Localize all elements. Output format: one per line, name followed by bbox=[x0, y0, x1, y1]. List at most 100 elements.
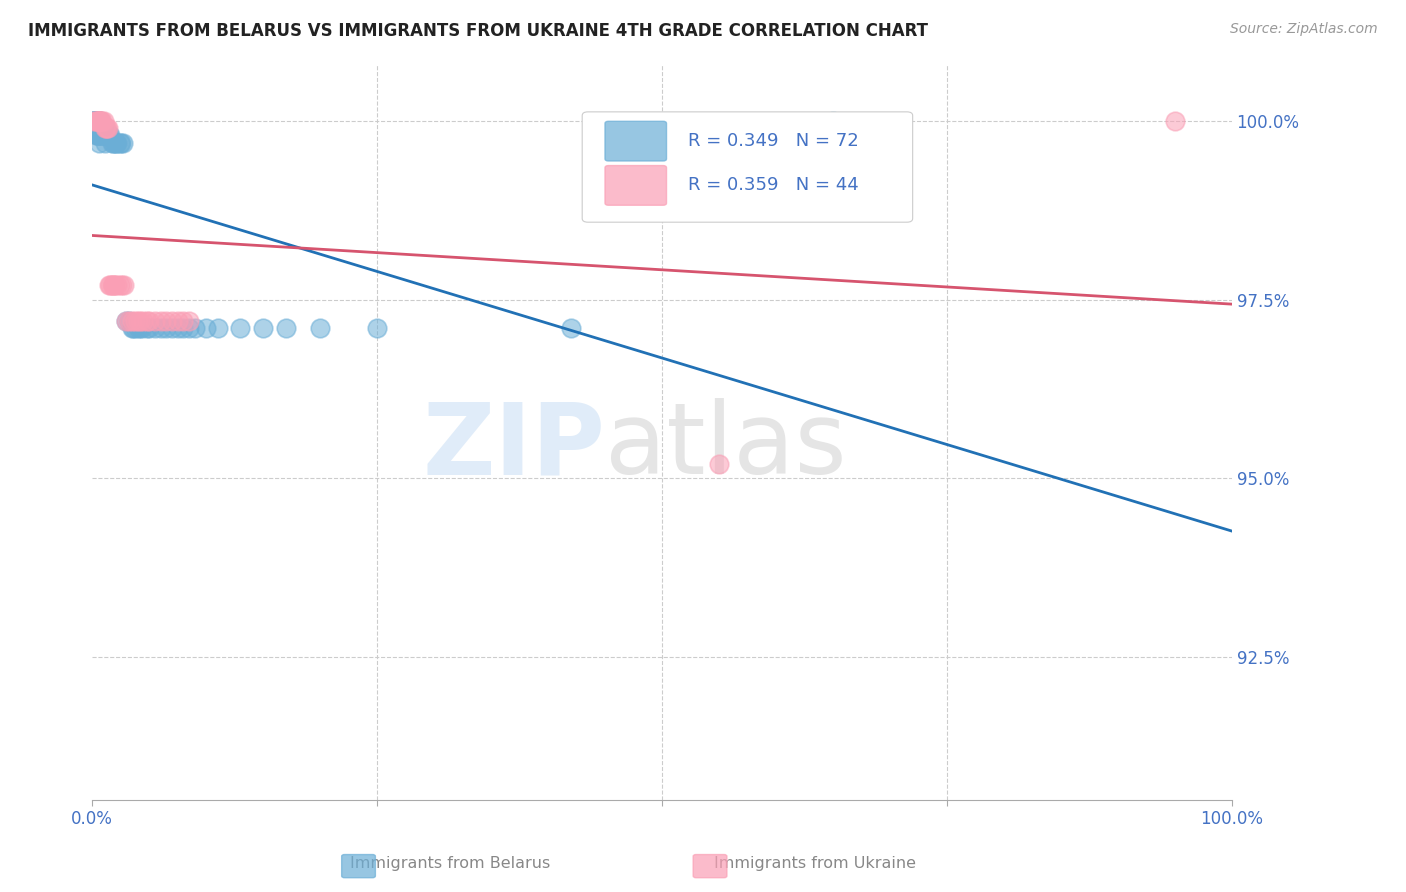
Point bbox=[155, 314, 177, 328]
Point bbox=[105, 136, 128, 150]
Point bbox=[195, 321, 218, 335]
Point bbox=[122, 321, 145, 335]
Point bbox=[129, 321, 152, 335]
Point bbox=[87, 136, 110, 150]
Point bbox=[87, 128, 110, 143]
Point bbox=[112, 278, 135, 293]
Point bbox=[89, 114, 111, 128]
Point bbox=[105, 278, 128, 293]
Point bbox=[366, 321, 388, 335]
Point bbox=[86, 114, 108, 128]
Point bbox=[87, 114, 110, 128]
Point bbox=[1164, 114, 1187, 128]
Point bbox=[83, 114, 105, 128]
Point bbox=[82, 114, 104, 128]
Point bbox=[94, 128, 117, 143]
Point bbox=[87, 114, 110, 128]
Point bbox=[90, 121, 112, 136]
Point bbox=[100, 278, 122, 293]
Point bbox=[84, 114, 107, 128]
Point bbox=[101, 278, 124, 293]
Point bbox=[115, 314, 138, 328]
Point bbox=[309, 321, 332, 335]
Point bbox=[98, 278, 121, 293]
Text: R = 0.359   N = 44: R = 0.359 N = 44 bbox=[688, 177, 859, 194]
Point bbox=[105, 136, 128, 150]
Point bbox=[127, 314, 149, 328]
FancyBboxPatch shape bbox=[605, 166, 666, 205]
Point bbox=[117, 314, 139, 328]
Point bbox=[155, 321, 177, 335]
Point bbox=[86, 114, 108, 128]
Text: ZIP: ZIP bbox=[422, 398, 605, 495]
Point bbox=[117, 314, 139, 328]
Point bbox=[91, 128, 114, 143]
Point bbox=[84, 114, 107, 128]
Point bbox=[108, 136, 131, 150]
Point bbox=[84, 128, 107, 143]
Point bbox=[100, 278, 122, 293]
Point bbox=[138, 321, 160, 335]
Point bbox=[89, 114, 111, 128]
Point bbox=[707, 457, 730, 471]
Point bbox=[87, 114, 110, 128]
Point bbox=[93, 136, 115, 150]
Point bbox=[87, 121, 110, 136]
Point bbox=[86, 114, 108, 128]
Point bbox=[124, 314, 146, 328]
Text: R = 0.349   N = 72: R = 0.349 N = 72 bbox=[688, 132, 859, 150]
Point bbox=[129, 314, 152, 328]
Point bbox=[90, 128, 112, 143]
Point bbox=[149, 321, 172, 335]
Point bbox=[172, 321, 194, 335]
Point bbox=[93, 121, 115, 136]
Text: Immigrants from Belarus: Immigrants from Belarus bbox=[350, 856, 550, 871]
Point bbox=[135, 314, 157, 328]
Point bbox=[87, 121, 110, 136]
Point bbox=[111, 136, 134, 150]
Point bbox=[91, 121, 114, 136]
Point bbox=[93, 114, 115, 128]
Point bbox=[83, 114, 105, 128]
Point bbox=[177, 314, 200, 328]
Point bbox=[96, 121, 118, 136]
Point bbox=[86, 121, 108, 136]
Point bbox=[93, 121, 115, 136]
Text: atlas: atlas bbox=[605, 398, 846, 495]
Point bbox=[97, 121, 120, 136]
Point bbox=[90, 114, 112, 128]
Point bbox=[96, 128, 118, 143]
Point bbox=[143, 314, 166, 328]
Point bbox=[89, 128, 111, 143]
Point bbox=[100, 136, 122, 150]
Point bbox=[160, 321, 183, 335]
Point bbox=[91, 114, 114, 128]
Point bbox=[252, 321, 274, 335]
Point bbox=[166, 314, 188, 328]
Point bbox=[82, 114, 104, 128]
Point bbox=[121, 314, 143, 328]
Point bbox=[104, 136, 127, 150]
Point bbox=[111, 278, 134, 293]
Point bbox=[100, 128, 122, 143]
Point bbox=[135, 321, 157, 335]
Point bbox=[84, 114, 107, 128]
Point bbox=[131, 321, 153, 335]
Text: Source: ZipAtlas.com: Source: ZipAtlas.com bbox=[1230, 22, 1378, 37]
Point bbox=[821, 114, 844, 128]
Point bbox=[87, 128, 110, 143]
Point bbox=[108, 278, 131, 293]
Point bbox=[103, 278, 125, 293]
Point bbox=[87, 114, 110, 128]
Point bbox=[89, 114, 111, 128]
Point bbox=[166, 321, 188, 335]
Point bbox=[104, 278, 127, 293]
Point bbox=[207, 321, 229, 335]
Point bbox=[115, 314, 138, 328]
Point bbox=[110, 136, 132, 150]
Point bbox=[229, 321, 252, 335]
Point bbox=[149, 314, 172, 328]
Point bbox=[560, 321, 582, 335]
Point bbox=[93, 121, 115, 136]
Point bbox=[274, 321, 297, 335]
